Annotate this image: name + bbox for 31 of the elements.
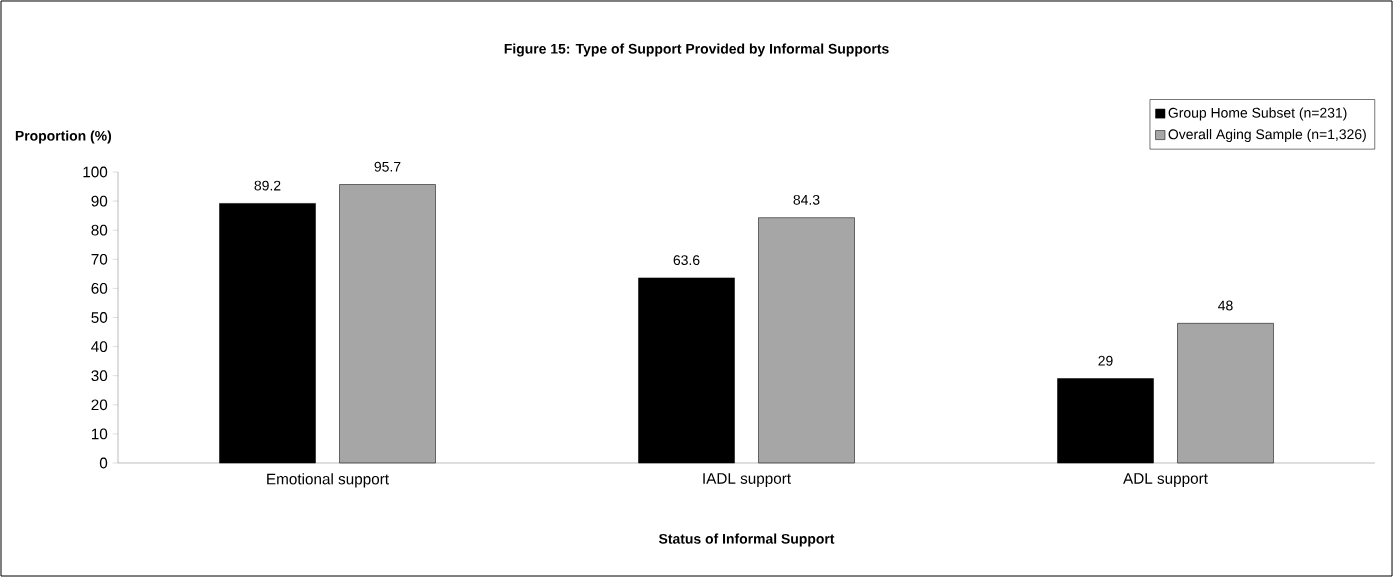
legend-label: Overall Aging Sample (n=1,326) [1168,128,1366,142]
x-tick-label: ADL support [1123,473,1208,487]
x-tick-label: Emotional support [267,473,389,488]
y-tick-label: 0 [99,457,108,469]
y-tick-label: 70 [91,253,108,265]
bar [1057,378,1154,464]
x-axis-title: Status of Informal Support [658,533,835,547]
data-label: 89.2 [254,180,281,191]
bar [1177,323,1274,464]
bar [339,184,436,464]
x-tick-label: IADL support [703,473,791,487]
data-label: 48 [1218,300,1233,311]
chart-title: Figure 15: Type of Support Provided by Informal Supports [504,43,889,57]
y-tick-label: 10 [91,428,108,440]
bar [638,277,735,464]
data-label: 29 [1098,355,1113,366]
data-label: 84.3 [793,194,820,205]
legend-label: Group Home Subset (n=231) [1168,107,1347,121]
y-tick-label: 40 [91,341,108,352]
bar [219,203,316,464]
y-tick-label: 50 [91,312,108,323]
y-tick-label: 30 [91,370,108,382]
y-tick-label: 60 [91,282,108,294]
data-label: 95.7 [374,161,401,172]
data-label: 63.6 [673,255,700,266]
y-axis-title: Proportion (%) [15,130,112,144]
y-tick-label: 80 [91,224,108,236]
y-tick-label: 90 [91,195,108,207]
y-tick-label: 20 [91,399,108,411]
y-tick-label: 100 [83,166,108,178]
bar [758,217,855,464]
